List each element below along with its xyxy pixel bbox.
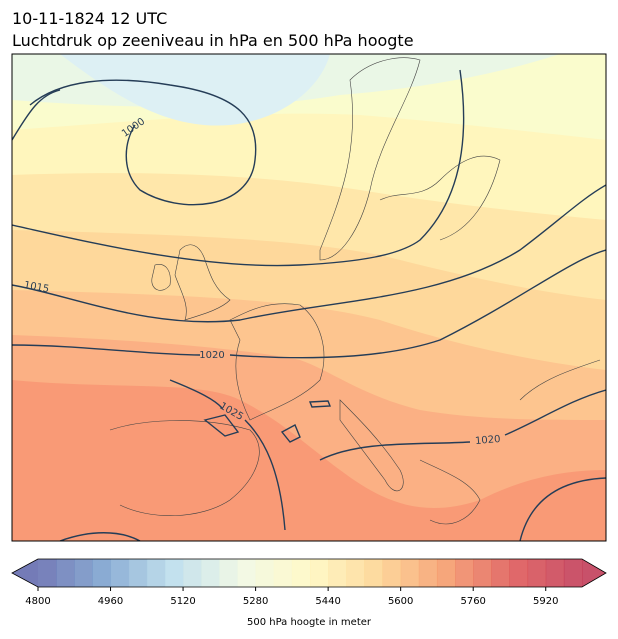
colorbar-tick-label: 4800 [25,596,50,607]
colorbar-swatch [183,559,202,587]
colorbar-swatch [56,559,75,587]
colorbar-swatch [219,559,238,587]
colorbar-swatch [328,559,347,587]
colorbar-tick-label: 5440 [315,596,340,607]
title-line: Luchtdruk op zeeniveau in hPa en 500 hPa… [12,31,414,50]
colorbar-outline [11,558,607,588]
colorbar-label: 500 hPa hoogte in meter [247,617,372,628]
colorbar-swatch [164,559,184,587]
colorbar-extend [12,559,38,587]
colorbar-swatch [473,559,492,587]
colorbar-tick-label: 5920 [533,596,558,607]
colorbar-swatch [310,559,329,587]
colorbar-swatch [255,559,275,587]
colorbar-swatch [201,559,220,587]
colorbar-tick-label: 4960 [98,596,123,607]
contour-label: 1015 [23,280,50,295]
colorbar-swatch [38,559,57,587]
colorbar-swatch [563,559,583,587]
colorbar-swatch [400,559,420,587]
colorbar-swatch [436,559,456,587]
colorbar-swatch [146,559,166,587]
colorbar-swatch [110,559,130,587]
colorbar-swatch [382,559,402,587]
colorbar-swatch [346,559,365,587]
colorbar-swatch [74,559,93,587]
colorbar-swatch [455,559,474,587]
colorbar-tick-label: 5120 [170,596,195,607]
map-frame [11,53,607,542]
colorbar-tick-label: 5600 [388,596,413,607]
colorbar: 4800 4960 5120 5280 5440 5600 5760 5920 [11,558,607,607]
colorbar-swatch [237,559,257,587]
colorbar-swatch [527,559,547,587]
colorbar-swatch [92,559,112,587]
colorbar-swatch [509,559,529,587]
colorbar-swatch [128,559,148,587]
colorbar-swatch [364,559,384,587]
colorbar-swatch [273,559,293,587]
colorbar-swatch [545,559,565,587]
colorbar-tick-label: 5760 [460,596,485,607]
title-line: 10-11-1824 12 UTC [12,9,167,28]
colorbar-swatch [291,559,311,587]
colorbar-extend [582,559,606,587]
colorbar-swatch [491,559,510,587]
contour-label: 1020 [199,350,224,361]
colorbar-swatch [418,559,438,587]
contour-label: 1020 [475,434,501,447]
map [12,54,606,541]
colorbar-tick-label: 5280 [243,596,268,607]
